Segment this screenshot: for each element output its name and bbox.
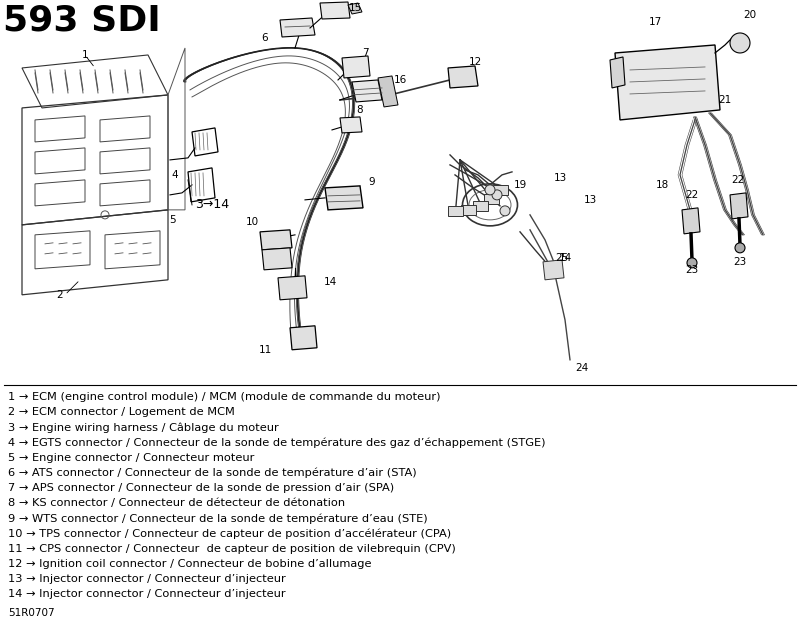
Text: 19: 19 [514, 180, 526, 190]
Text: 4 → EGTS connector / Connecteur de la sonde de température des gaz d’échappement: 4 → EGTS connector / Connecteur de la so… [8, 437, 546, 448]
Polygon shape [730, 193, 748, 219]
Text: 2 → ECM connector / Logement de MCM: 2 → ECM connector / Logement de MCM [8, 407, 235, 417]
Polygon shape [484, 194, 499, 204]
Text: 5 → Engine connector / Connecteur moteur: 5 → Engine connector / Connecteur moteur [8, 452, 254, 463]
Text: 12 → Ignition coil connector / Connecteur de bobine d’allumage: 12 → Ignition coil connector / Connecteu… [8, 558, 371, 568]
Polygon shape [473, 201, 488, 211]
Text: 593 SDI: 593 SDI [3, 4, 161, 38]
Polygon shape [260, 230, 292, 250]
Text: 23: 23 [686, 265, 698, 275]
Text: 6 → ATS connector / Connecteur de la sonde de température d’air (STA): 6 → ATS connector / Connecteur de la son… [8, 468, 417, 479]
Text: 18: 18 [655, 180, 669, 190]
Polygon shape [325, 186, 363, 210]
Polygon shape [493, 185, 508, 195]
Polygon shape [615, 45, 720, 120]
Text: 24: 24 [575, 363, 589, 373]
Text: 10: 10 [246, 217, 258, 227]
Text: 22: 22 [686, 190, 698, 200]
Polygon shape [340, 117, 362, 133]
Polygon shape [610, 57, 625, 88]
Text: 7 → APS connector / Connecteur de la sonde de pression d’air (SPA): 7 → APS connector / Connecteur de la son… [8, 483, 394, 493]
Circle shape [492, 190, 502, 200]
Circle shape [687, 258, 697, 268]
Text: 9: 9 [369, 177, 375, 187]
Polygon shape [352, 80, 382, 102]
Text: 1 → ECM (engine control module) / MCM (module de commande du moteur): 1 → ECM (engine control module) / MCM (m… [8, 392, 441, 402]
Text: 2: 2 [57, 290, 63, 300]
Text: 7: 7 [362, 48, 368, 58]
Text: 23: 23 [734, 257, 746, 267]
Circle shape [735, 243, 745, 253]
Polygon shape [378, 76, 398, 107]
Text: 13 → Injector connector / Connecteur d’injecteur: 13 → Injector connector / Connecteur d’i… [8, 574, 286, 584]
Text: 16: 16 [394, 75, 406, 85]
Text: 5: 5 [169, 215, 175, 225]
Text: 11: 11 [258, 345, 272, 355]
Text: 4: 4 [172, 170, 178, 180]
Polygon shape [448, 66, 478, 88]
Text: 22: 22 [731, 175, 745, 185]
Text: 15: 15 [348, 3, 362, 13]
Text: 12: 12 [468, 57, 482, 67]
Text: 14: 14 [558, 253, 572, 263]
Text: 21: 21 [718, 95, 732, 105]
Polygon shape [290, 326, 317, 350]
Text: 3→14: 3→14 [195, 198, 229, 212]
Text: 13: 13 [554, 173, 566, 183]
Polygon shape [320, 2, 350, 19]
Polygon shape [348, 3, 362, 14]
Text: 1: 1 [82, 50, 88, 60]
Text: 11 → CPS connector / Connecteur  de capteur de position de vilebrequin (CPV): 11 → CPS connector / Connecteur de capte… [8, 544, 456, 553]
Text: 20: 20 [743, 10, 757, 20]
Text: 10 → TPS connector / Connecteur de capteur de position d’accélérateur (CPA): 10 → TPS connector / Connecteur de capte… [8, 529, 451, 539]
Text: 9 → WTS connector / Connecteur de la sonde de température d’eau (STE): 9 → WTS connector / Connecteur de la son… [8, 514, 428, 524]
Text: 14 → Injector connector / Connecteur d’injecteur: 14 → Injector connector / Connecteur d’i… [8, 589, 286, 599]
Text: 25: 25 [555, 253, 569, 263]
Text: 6: 6 [262, 33, 268, 43]
Circle shape [500, 206, 510, 216]
Text: 8 → KS connector / Connecteur de détecteur de détonation: 8 → KS connector / Connecteur de détecte… [8, 498, 345, 508]
Polygon shape [342, 56, 370, 78]
Text: 8: 8 [357, 105, 363, 115]
Circle shape [730, 33, 750, 53]
Circle shape [485, 185, 495, 195]
Text: 3 → Engine wiring harness / Câblage du moteur: 3 → Engine wiring harness / Câblage du m… [8, 422, 278, 433]
Text: 51R0707: 51R0707 [8, 608, 54, 618]
Text: 14: 14 [323, 277, 337, 287]
Polygon shape [448, 206, 462, 216]
Polygon shape [543, 260, 564, 280]
Text: 13: 13 [583, 195, 597, 205]
Polygon shape [262, 248, 292, 270]
Text: 17: 17 [648, 17, 662, 27]
Polygon shape [280, 18, 315, 37]
Polygon shape [682, 208, 700, 234]
Polygon shape [461, 205, 476, 215]
Polygon shape [278, 276, 307, 300]
